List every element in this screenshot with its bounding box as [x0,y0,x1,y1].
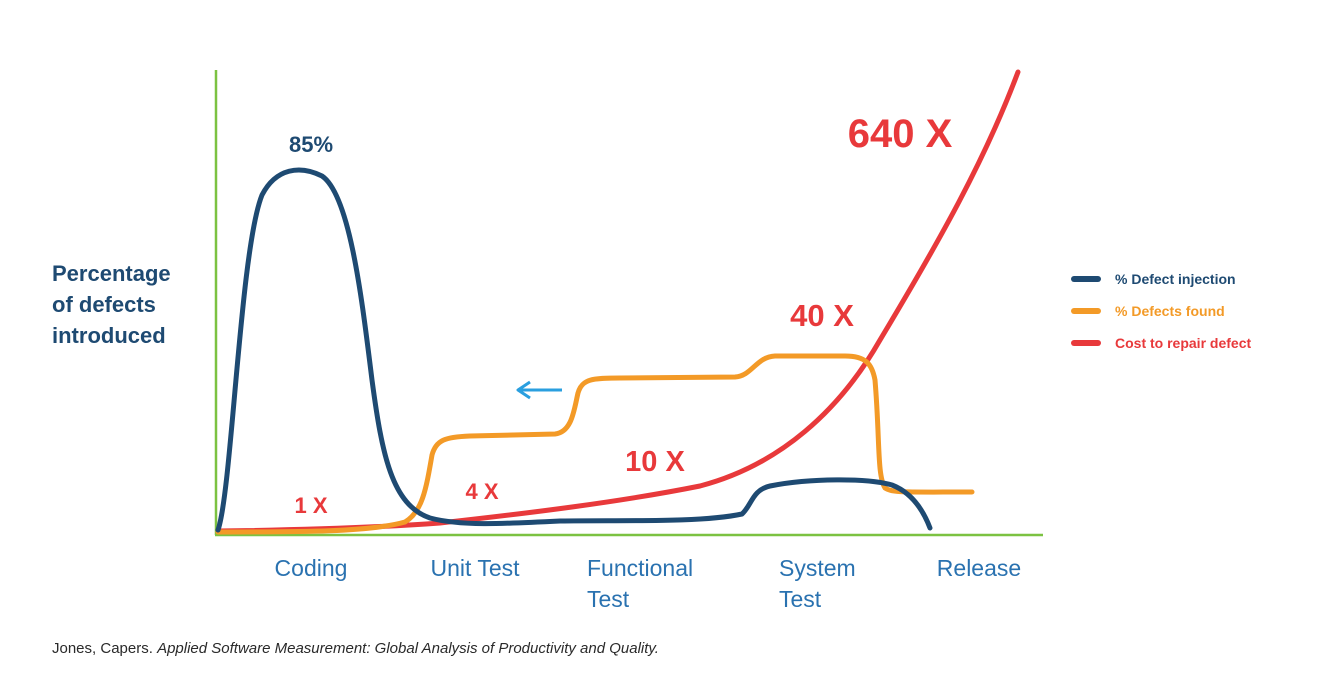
cost-label-10x: 10 X [625,446,685,478]
left-arrow-icon [516,380,562,400]
category-label-system-test-line-2: Test [779,586,822,612]
legend-label-cost-to-repair: Cost to repair defect [1115,335,1251,351]
y-axis-label-line-2: of defects [52,292,156,317]
cost-label-1x: 1 X [294,493,327,518]
legend: % Defect injection % Defects found Cost … [1071,271,1251,351]
citation-author: Jones, Capers. [52,640,158,657]
legend-label-defect-injection: % Defect injection [1115,271,1236,287]
legend-label-defects-found: % Defects found [1115,303,1225,319]
cost-label-640x: 640 X [848,112,953,156]
y-axis-label-line-3: introduced [52,323,166,348]
category-label-release: Release [937,555,1021,581]
category-label-system-test-line-1: System [779,555,856,581]
category-label-functional-test-line-2: Test [587,586,630,612]
series-line-defects-found [215,353,975,535]
category-label-coding: Coding [275,555,348,581]
category-label-functional-test-line-1: Functional [587,555,693,581]
peak-label: 85% [289,132,333,157]
citation-title: Applied Software Measurement: Global Ana… [157,640,659,657]
citation: Jones, Capers. Applied Software Measurem… [52,640,659,657]
y-axis-label-line-1: Percentage [52,261,171,286]
cost-label-4x: 4 X [465,479,498,504]
series-line-defect-injection [215,167,933,533]
cost-label-40x: 40 X [790,298,854,333]
category-label-unit-test: Unit Test [430,555,520,581]
